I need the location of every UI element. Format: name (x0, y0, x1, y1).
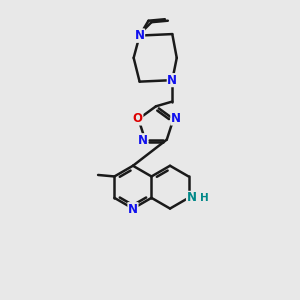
Text: N: N (167, 74, 177, 87)
Text: N: N (128, 202, 138, 216)
Text: N: N (171, 112, 181, 125)
Text: N: N (138, 134, 148, 147)
Text: H: H (200, 193, 208, 203)
Text: N: N (133, 29, 143, 42)
Text: O: O (133, 112, 143, 125)
Text: N: N (187, 191, 196, 204)
Text: N: N (135, 29, 145, 42)
